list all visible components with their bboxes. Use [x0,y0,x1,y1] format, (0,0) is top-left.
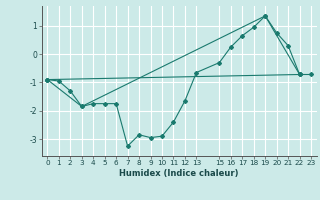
X-axis label: Humidex (Indice chaleur): Humidex (Indice chaleur) [119,169,239,178]
